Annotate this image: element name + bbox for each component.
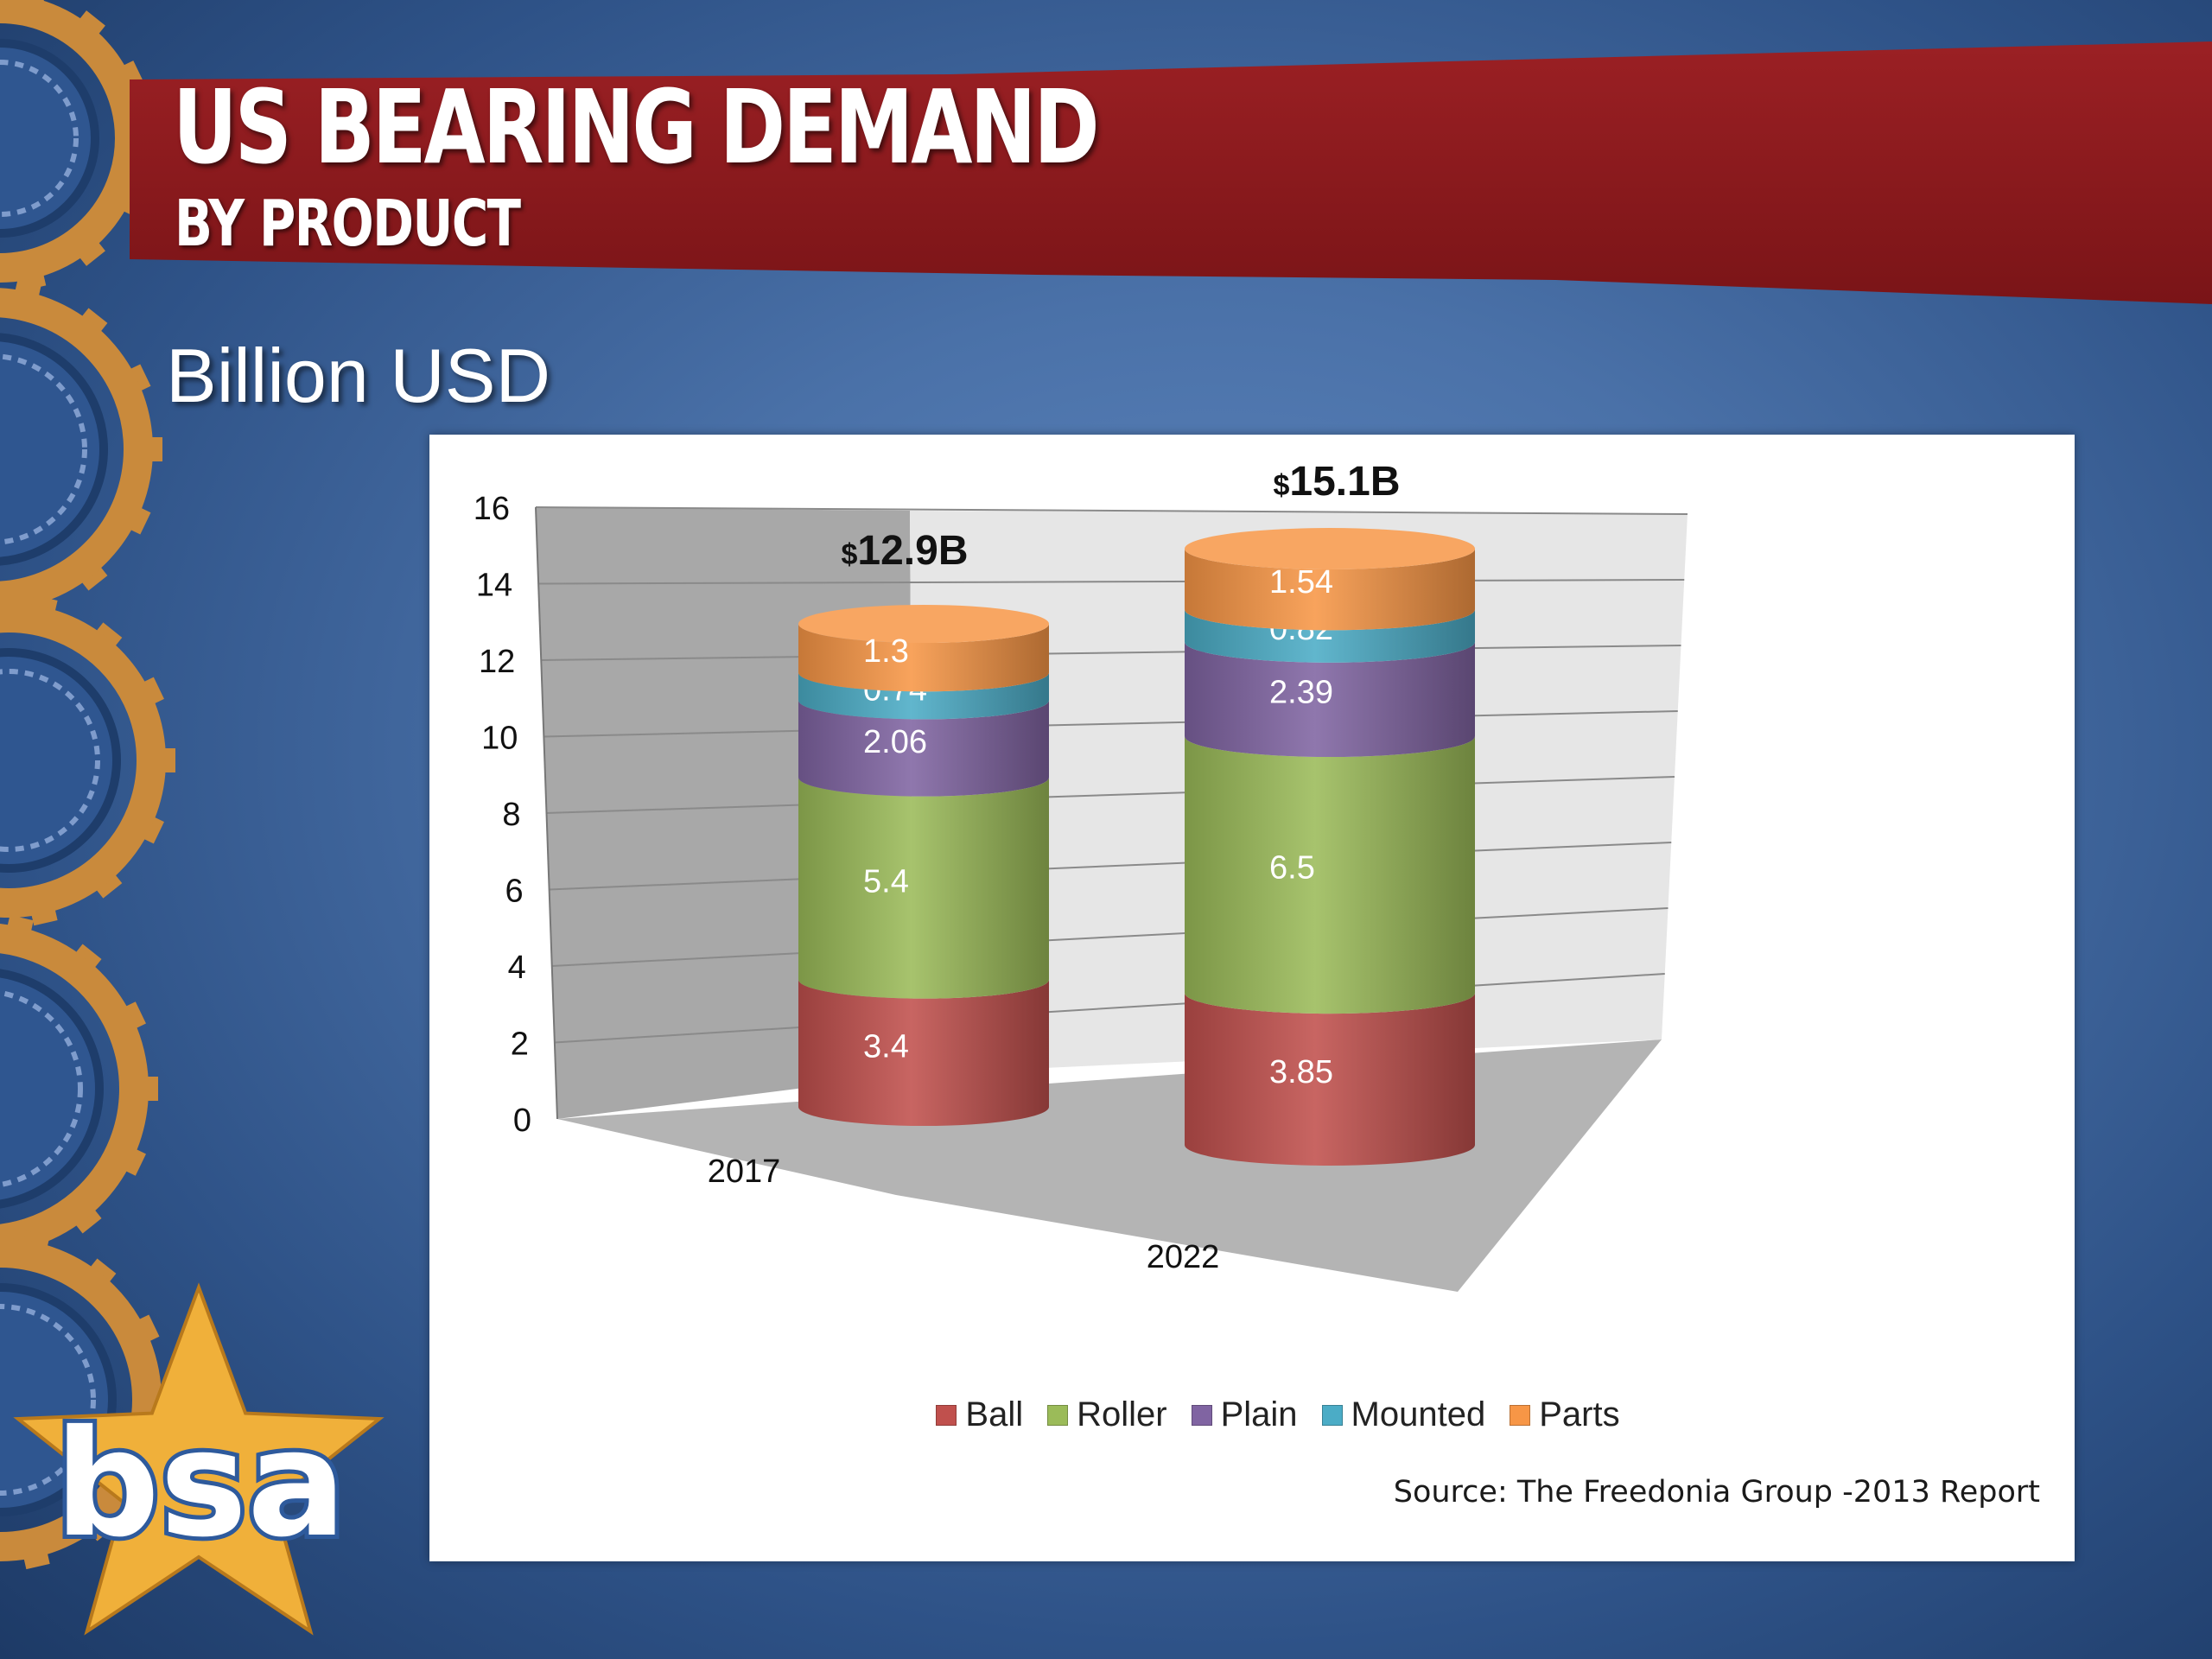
data-label: 3.4	[863, 1028, 909, 1065]
y-tick-label: 12	[479, 644, 515, 680]
gridline	[546, 776, 1675, 814]
gridline	[551, 907, 1669, 967]
x-tick-label: 2022	[1147, 1239, 1220, 1275]
bar-segment-roller	[798, 777, 1049, 999]
bar-group-2022: 3.856.52.390.821.54	[1185, 528, 1475, 1166]
legend-item-parts: Parts	[1510, 1395, 1620, 1434]
total-label: $12.9B	[841, 528, 968, 574]
bar-segment-parts	[798, 624, 1049, 692]
bar-segment-plain	[1185, 641, 1475, 758]
legend-swatch	[1321, 1404, 1343, 1426]
data-label: 1.54	[1269, 564, 1333, 601]
gear-shape	[0, 279, 162, 620]
gridline	[541, 645, 1681, 661]
bar-group-2017: 3.45.42.060.741.3	[798, 605, 1049, 1126]
legend-label: Roller	[1077, 1395, 1167, 1433]
gridline	[554, 973, 1665, 1044]
units-label: Billion USD	[166, 333, 551, 418]
legend-swatch	[1191, 1404, 1212, 1426]
gridline	[535, 506, 1688, 515]
star-icon	[13, 1282, 385, 1636]
bar-segment-ball	[798, 979, 1049, 1126]
data-label: 3.85	[1269, 1054, 1333, 1090]
gear-shape	[0, 914, 158, 1263]
gridline	[543, 710, 1678, 738]
bar-segment-ball	[1185, 993, 1475, 1166]
total-label: $15.1B	[1273, 459, 1400, 505]
slide-subtitle: BY PRODUCT	[175, 187, 521, 261]
y-tick-label: 10	[481, 721, 518, 757]
legend-label: Parts	[1539, 1395, 1620, 1433]
x-tick-label: 2017	[708, 1154, 781, 1190]
chart-plot: 02468101214163.45.42.060.741.32017$12.9B…	[474, 459, 1688, 1292]
chart-panel: 02468101214163.45.42.060.741.32017$12.9B…	[429, 435, 2075, 1561]
legend-swatch	[936, 1404, 957, 1426]
y-tick-label: 14	[476, 568, 512, 604]
legend-item-plain: Plain	[1191, 1395, 1298, 1434]
y-tick-label: 0	[513, 1103, 531, 1139]
y-tick-label: 2	[511, 1027, 529, 1063]
chart-legend: Ball Roller Plain Mounted Parts	[429, 1395, 2075, 1434]
y-tick-label: 8	[502, 797, 520, 833]
data-label: 6.5	[1269, 850, 1315, 887]
y-axis-line	[535, 506, 558, 1120]
y-tick-label: 16	[474, 491, 510, 527]
gridline	[538, 579, 1685, 585]
legend-label: Mounted	[1351, 1395, 1486, 1433]
y-tick-label: 6	[505, 874, 523, 910]
bar-segment-mounted	[798, 672, 1049, 720]
legend-label: Plain	[1220, 1395, 1298, 1433]
data-label: 5.4	[863, 864, 909, 900]
data-label: 2.06	[863, 724, 927, 760]
title-banner	[130, 41, 2212, 304]
bar-segment-roller	[1185, 736, 1475, 1014]
legend-item-ball: Ball	[936, 1395, 1023, 1434]
bar-segment-mounted	[1185, 609, 1475, 663]
legend-item-mounted: Mounted	[1321, 1395, 1486, 1434]
legend-item-roller: Roller	[1047, 1395, 1167, 1434]
gridline	[549, 842, 1672, 891]
bar-segment-plain	[798, 700, 1049, 797]
legend-swatch	[1047, 1404, 1069, 1426]
bar-cap	[1185, 528, 1475, 569]
data-label: 1.3	[863, 633, 909, 670]
legend-swatch	[1510, 1404, 1531, 1426]
bsa-logo: bsa	[13, 1282, 385, 1636]
data-label: 2.39	[1269, 674, 1333, 710]
legend-label: Ball	[965, 1395, 1024, 1433]
bar-cap	[798, 605, 1049, 643]
y-tick-label: 4	[508, 950, 526, 986]
gear-shape	[0, 594, 175, 926]
bar-segment-parts	[1185, 549, 1475, 631]
logo-text: bsa	[54, 1399, 346, 1570]
source-note: Source: The Freedonia Group -2013 Report	[1393, 1475, 2040, 1510]
slide-title: US BEARING DEMAND	[173, 67, 1100, 187]
